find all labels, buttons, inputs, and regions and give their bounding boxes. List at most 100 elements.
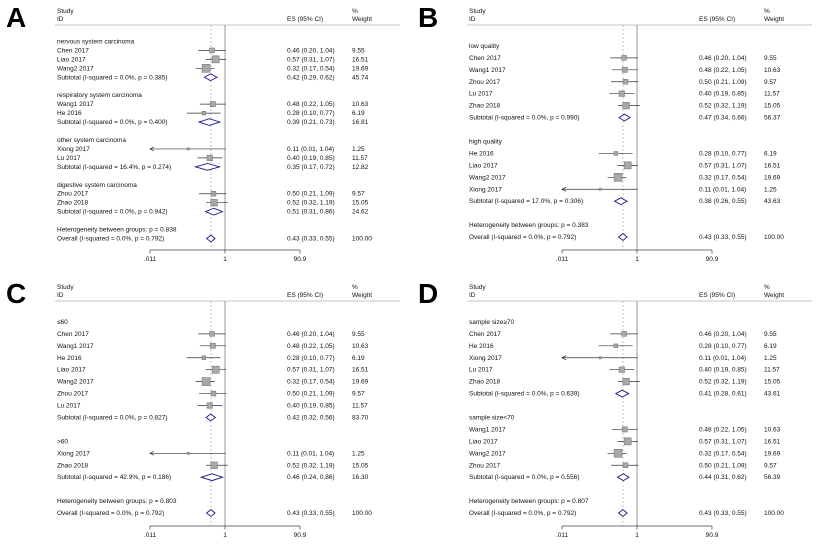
study-weight: 16.51 bbox=[764, 162, 781, 169]
study-es-ci: 0.32 (0.17, 0.54) bbox=[287, 379, 335, 386]
study-es-ci: 0.57 (0.31, 1.07) bbox=[699, 162, 747, 169]
subtotal-label: Subtotal (I-squared = 16.4%, p = 0.274) bbox=[57, 164, 171, 171]
effect-square bbox=[209, 47, 215, 54]
panel-b: B Study ID ES (95% CI)% Weight low quality Ch… bbox=[412, 0, 824, 276]
study-weight: 10.63 bbox=[764, 426, 781, 433]
subtotal-weight: 16.81 bbox=[352, 119, 369, 126]
pooled-diamond bbox=[204, 207, 224, 216]
col-header-es: ES (95% CI) bbox=[699, 16, 735, 23]
study-es-ci: 0.57 (0.31, 1.07) bbox=[287, 367, 335, 374]
study-weight: 16.51 bbox=[764, 438, 781, 445]
panel-label-d: D bbox=[418, 278, 439, 309]
study-label: Zhao 2018 bbox=[57, 200, 88, 207]
col-header-weight: Weight bbox=[352, 16, 372, 23]
arrow-left-icon bbox=[149, 146, 155, 152]
study-es-ci: 0.32 (0.17, 0.54) bbox=[699, 450, 747, 457]
effect-square bbox=[206, 154, 213, 161]
subgroup-label: digestive system carcinoma bbox=[57, 182, 137, 189]
study-es-ci: 0.52 (0.32, 1.19) bbox=[287, 200, 335, 207]
overall-es-ci: 0.43 (0.33, 0.55) bbox=[287, 510, 335, 517]
axis-tick-label: 1 bbox=[223, 256, 227, 263]
overall-es-ci: 0.43 (0.33, 0.55) bbox=[699, 510, 747, 517]
axis-tick-label: .011 bbox=[556, 256, 569, 263]
study-weight: 1.25 bbox=[352, 450, 365, 457]
study-es-ci: 0.11 (0.01, 1.04) bbox=[699, 355, 746, 362]
subtotal-label: Subtotal (I-squared = 0.0%, p = 0.942) bbox=[57, 209, 168, 216]
study-es-ci: 0.50 (0.21, 1.09) bbox=[287, 391, 335, 398]
subtotal-weight: 56.37 bbox=[764, 115, 781, 122]
study-es-ci: 0.48 (0.22, 1.05) bbox=[699, 426, 747, 433]
effect-square bbox=[598, 356, 602, 360]
effect-square bbox=[211, 365, 220, 374]
study-label: Lu 2017 bbox=[469, 91, 493, 98]
overall-weight: 100.00 bbox=[764, 510, 784, 517]
arrow-left-icon bbox=[561, 186, 567, 192]
study-es-ci: 0.46 (0.20, 1.04) bbox=[287, 47, 335, 54]
study-es-ci: 0.48 (0.22, 1.05) bbox=[287, 343, 335, 350]
study-label: He 2016 bbox=[57, 355, 82, 362]
effect-square bbox=[621, 331, 627, 337]
pooled-diamond bbox=[205, 509, 216, 518]
study-es-ci: 0.52 (0.32, 1.19) bbox=[699, 379, 747, 386]
study-weight: 9.57 bbox=[764, 462, 777, 469]
col-header-study: Study bbox=[469, 8, 486, 15]
study-label: Zhou 2017 bbox=[469, 79, 500, 86]
study-label: He 2016 bbox=[469, 150, 494, 157]
study-label: Wang2 2017 bbox=[469, 450, 506, 457]
study-label: He 2016 bbox=[57, 110, 82, 117]
subgroup-label: ≤60 bbox=[57, 319, 68, 326]
study-label: Liao 2017 bbox=[57, 367, 86, 374]
study-weight: 10.63 bbox=[352, 343, 369, 350]
subtotal-label: Subtotal (I-squared = 0.0%, p = 0.990) bbox=[469, 115, 580, 122]
effect-square bbox=[623, 437, 632, 446]
subtotal-weight: 43.63 bbox=[764, 198, 781, 205]
effect-square bbox=[623, 161, 632, 170]
study-es-ci: 0.40 (0.19, 0.85) bbox=[287, 155, 335, 162]
subtotal-es-ci: 0.51 (0.31, 0.86) bbox=[287, 209, 335, 216]
overall-weight: 100.00 bbox=[352, 510, 372, 517]
study-weight: 9.55 bbox=[352, 47, 365, 54]
col-header-pct: % bbox=[352, 284, 358, 291]
col-header-es: ES (95% CI) bbox=[699, 292, 735, 299]
study-es-ci: 0.28 (0.10, 0.77) bbox=[699, 343, 747, 350]
study-weight: 1.25 bbox=[764, 186, 777, 193]
heterogeneity-note: Heterogeneity between groups: p = 0.383 bbox=[469, 222, 589, 229]
subtotal-weight: 43.61 bbox=[764, 391, 781, 398]
study-es-ci: 0.57 (0.31, 1.07) bbox=[699, 438, 747, 445]
study-weight: 19.69 bbox=[764, 174, 781, 181]
study-weight: 15.05 bbox=[764, 103, 781, 110]
study-label: Liao 2017 bbox=[469, 162, 498, 169]
col-header-id: ID bbox=[469, 292, 476, 299]
effect-square bbox=[621, 55, 627, 61]
col-header-study: Study bbox=[469, 284, 486, 291]
pooled-diamond bbox=[616, 473, 630, 482]
study-weight: 9.57 bbox=[764, 79, 777, 86]
overall-label: Overall (I-squared = 0.0%, p = 0.792) bbox=[469, 234, 576, 241]
subtotal-weight: 16.30 bbox=[352, 474, 369, 481]
arrow-left-icon bbox=[561, 355, 567, 361]
effect-square bbox=[186, 451, 190, 455]
subtotal-es-ci: 0.38 (0.26, 0.55) bbox=[699, 198, 747, 205]
study-label: Wang2 2017 bbox=[57, 379, 94, 386]
subgroup-label: high quality bbox=[469, 138, 503, 145]
heterogeneity-note: Heterogeneity between groups: p = 0.838 bbox=[57, 227, 177, 234]
subtotal-label: Subtotal (I-squared = 0.0%, p = 0.400) bbox=[57, 119, 168, 126]
subgroup-label: respiratory system carcinoma bbox=[57, 92, 142, 99]
panel-label-a: A bbox=[6, 2, 27, 33]
panel-a: A Study ID ES (95% CI)% Weight nervous syste… bbox=[0, 0, 412, 276]
study-es-ci: 0.40 (0.19, 0.85) bbox=[699, 91, 747, 98]
effect-square bbox=[622, 102, 630, 110]
col-header-pct: % bbox=[764, 8, 770, 15]
panel-label-b: B bbox=[418, 2, 439, 33]
axis-tick-label: 90.9 bbox=[294, 256, 307, 263]
col-header-weight: Weight bbox=[764, 16, 784, 23]
study-weight: 15.05 bbox=[352, 200, 369, 207]
study-weight: 16.51 bbox=[352, 56, 369, 63]
study-label: Zhou 2017 bbox=[57, 391, 88, 398]
study-weight: 15.05 bbox=[764, 379, 781, 386]
subtotal-es-ci: 0.42 (0.29, 0.62) bbox=[287, 74, 335, 81]
overall-weight: 100.00 bbox=[764, 234, 784, 241]
study-es-ci: 0.52 (0.32, 1.19) bbox=[699, 103, 747, 110]
